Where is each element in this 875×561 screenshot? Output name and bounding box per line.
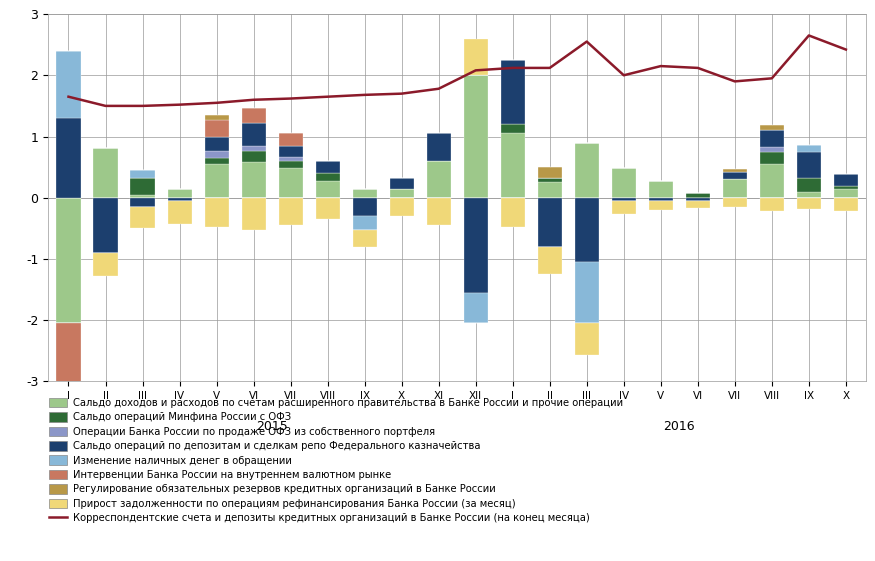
Bar (538, 182, 562, 197)
Bar (242, 146, 266, 151)
Bar (316, 197, 340, 219)
Bar (278, 161, 303, 168)
Bar (575, 142, 598, 197)
Bar (242, 162, 266, 197)
Bar (612, 201, 636, 214)
Bar (500, 124, 525, 134)
Bar (427, 134, 451, 161)
Text: 2016: 2016 (663, 420, 695, 433)
Bar (760, 130, 784, 147)
Bar (538, 177, 562, 182)
Bar (242, 197, 266, 229)
Text: 2015: 2015 (256, 420, 288, 433)
Bar (464, 75, 487, 197)
Bar (575, 197, 598, 262)
Bar (205, 197, 228, 227)
Bar (94, 197, 117, 253)
Bar (797, 153, 821, 178)
Bar (130, 197, 155, 207)
Bar (500, 197, 525, 227)
Bar (834, 186, 858, 188)
Bar (167, 201, 192, 224)
Bar (205, 137, 228, 150)
Bar (500, 134, 525, 197)
Bar (797, 192, 821, 197)
Bar (205, 120, 228, 137)
Bar (464, 293, 487, 323)
Bar (242, 123, 266, 146)
Bar (57, 323, 80, 418)
Bar (538, 197, 562, 247)
Bar (316, 161, 340, 173)
Bar (94, 253, 117, 276)
Bar (538, 167, 562, 177)
Bar (57, 418, 80, 462)
Bar (575, 323, 598, 355)
Bar (760, 197, 784, 211)
Bar (464, 39, 487, 75)
Bar (353, 197, 376, 216)
Bar (648, 201, 673, 210)
Bar (686, 197, 710, 201)
Bar (278, 157, 303, 161)
Bar (797, 145, 821, 153)
Bar (834, 197, 858, 211)
Bar (760, 125, 784, 130)
Bar (760, 147, 784, 152)
Bar (612, 197, 636, 201)
Bar (57, 118, 80, 197)
Bar (575, 262, 598, 323)
Bar (94, 148, 117, 197)
Bar (205, 150, 228, 158)
Bar (500, 60, 525, 124)
Bar (278, 197, 303, 226)
Bar (389, 188, 414, 197)
Bar (167, 188, 192, 197)
Bar (205, 115, 228, 120)
Bar (723, 197, 747, 207)
Bar (316, 181, 340, 197)
Bar (427, 161, 451, 197)
Bar (353, 188, 376, 197)
Bar (278, 168, 303, 197)
Bar (797, 178, 821, 192)
Bar (427, 197, 451, 226)
Bar (389, 177, 414, 188)
Bar (130, 207, 155, 228)
Bar (686, 201, 710, 208)
Bar (760, 164, 784, 197)
Bar (389, 197, 414, 216)
Bar (797, 197, 821, 209)
Bar (723, 169, 747, 172)
Bar (278, 146, 303, 157)
Bar (760, 152, 784, 164)
Bar (353, 216, 376, 229)
Bar (242, 151, 266, 162)
Bar (834, 174, 858, 186)
Bar (205, 158, 228, 164)
Bar (612, 168, 636, 197)
Bar (723, 180, 747, 197)
Bar (57, 50, 80, 118)
Bar (686, 193, 710, 197)
Bar (278, 133, 303, 146)
Bar (834, 188, 858, 197)
Bar (538, 247, 562, 274)
Bar (57, 197, 80, 323)
Bar (353, 229, 376, 247)
Bar (723, 172, 747, 180)
Bar (316, 173, 340, 181)
Bar (205, 164, 228, 197)
Bar (167, 197, 192, 201)
Bar (130, 195, 155, 197)
Legend: Сальдо доходов и расходов по счетам расширенного правительства в Банке России и : Сальдо доходов и расходов по счетам расш… (49, 398, 623, 523)
Bar (464, 197, 487, 293)
Bar (242, 108, 266, 123)
Bar (130, 170, 155, 177)
Bar (648, 181, 673, 197)
Bar (648, 197, 673, 201)
Bar (130, 177, 155, 195)
